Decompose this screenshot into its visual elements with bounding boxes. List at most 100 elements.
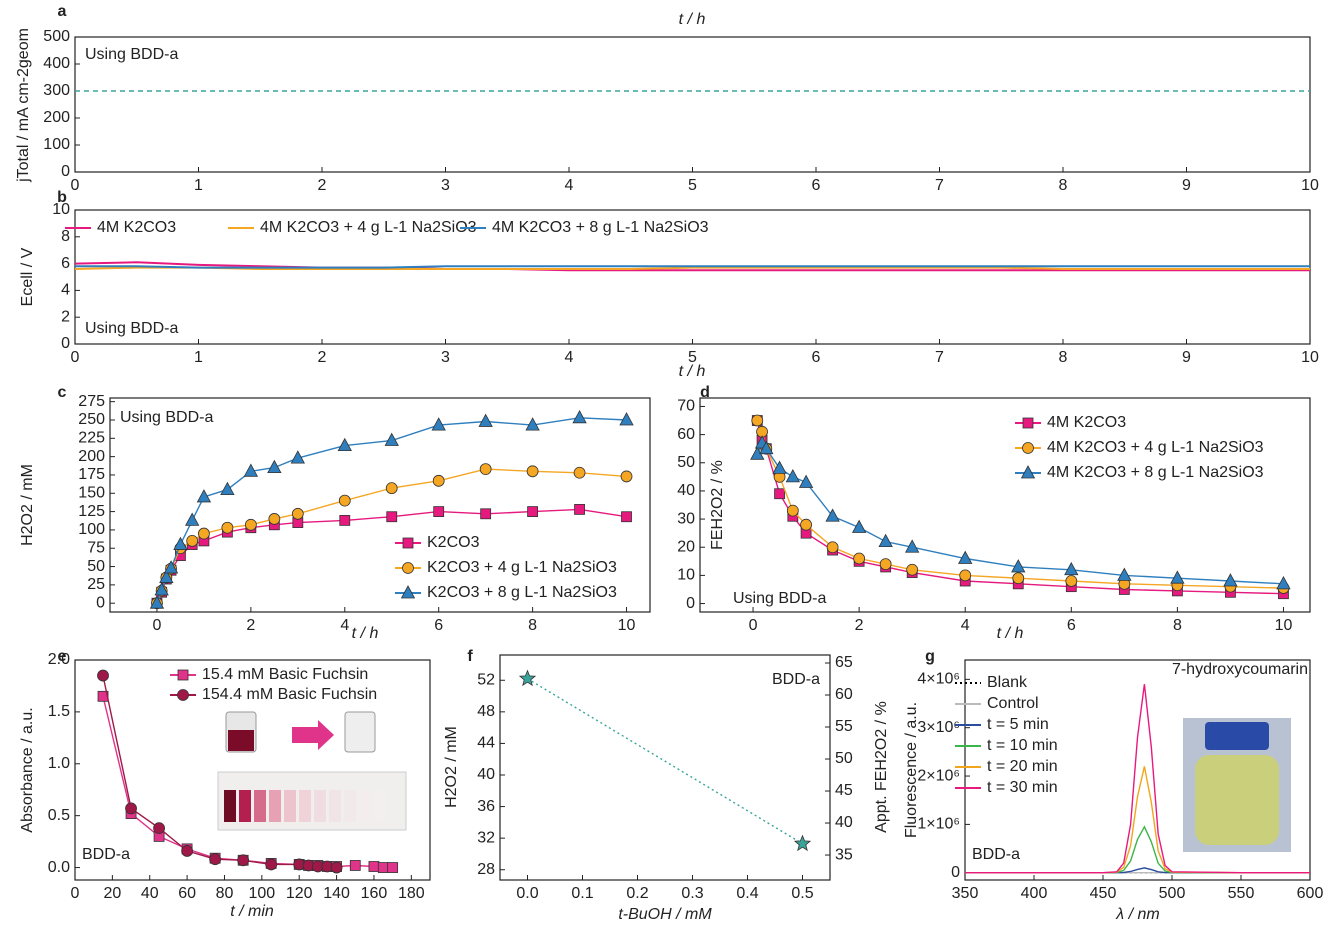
marker [1276, 576, 1291, 590]
y-axis-label: Ecell / V [19, 247, 36, 306]
y2-tick-label: 50 [835, 750, 853, 767]
y-tick-label: 28 [477, 861, 495, 878]
marker [825, 508, 840, 522]
y-tick-label: 4×10⁶ [917, 671, 960, 688]
marker [377, 862, 389, 873]
y-tick-label: 50 [87, 558, 105, 575]
marker [620, 470, 633, 483]
y-tick-label: 175 [78, 466, 105, 483]
panel-letter: f [467, 648, 473, 665]
x-tick-label: 9 [1182, 349, 1191, 366]
x-tick-label: 80 [216, 885, 234, 902]
y-tick-label: 0 [61, 335, 70, 352]
marker [387, 862, 399, 873]
marker [386, 511, 398, 523]
panel-letter: d [700, 384, 710, 401]
legend-marker [177, 669, 189, 681]
y-tick-label: 40 [477, 766, 495, 783]
marker [518, 669, 537, 687]
legend-label: 4M K2CO3 [1047, 414, 1126, 431]
x-tick-label: 10 [1301, 177, 1319, 194]
marker [478, 413, 493, 427]
y-tick-label: 400 [43, 55, 70, 72]
y-tick-label: 8 [61, 228, 70, 245]
marker [125, 802, 137, 815]
x-tick-label: 6 [434, 617, 443, 634]
vial [314, 790, 326, 822]
x-tick-label: 0.5 [791, 885, 813, 902]
marker [526, 465, 539, 478]
x-tick-label: 0 [71, 349, 80, 366]
marker [97, 669, 109, 682]
y-tick-label: 200 [43, 109, 70, 126]
legend-label: 4M K2CO3 + 4 g L-1 Na2SiO3 [1047, 439, 1264, 456]
x-tick-label: 2 [318, 177, 327, 194]
marker [759, 440, 774, 455]
y2-tick-label: 55 [835, 718, 853, 735]
annotation: BDD-a [772, 671, 820, 688]
marker [826, 541, 839, 554]
x-tick-label: 100 [248, 885, 275, 902]
annotation: Using BDD-a [85, 320, 178, 337]
annotation: BDD-a [972, 846, 1020, 863]
legend-label: t = 5 min [987, 716, 1049, 733]
marker [853, 552, 866, 565]
y-tick-label: 200 [78, 448, 105, 465]
marker [751, 414, 764, 427]
y-axis-label: Absorbance / a.u. [19, 707, 36, 832]
x-tick-label: 0 [71, 177, 80, 194]
x-axis-label: t / min [230, 903, 274, 920]
bottle-liquid [1195, 755, 1279, 845]
marker [153, 822, 165, 835]
y-tick-label: 250 [78, 411, 105, 428]
plot-frame [964, 659, 1311, 881]
y-tick-label: 100 [43, 136, 70, 153]
y2-tick-label: 35 [835, 846, 853, 863]
vial [374, 790, 386, 822]
legend-marker [1020, 465, 1036, 479]
annotation: Using BDD-a [85, 46, 178, 63]
legend-label: K2CO3 [427, 534, 480, 551]
x-tick-label: 10 [1275, 617, 1293, 634]
marker [181, 845, 194, 857]
y-tick-label: 75 [87, 539, 105, 556]
marker [480, 508, 492, 520]
y-tick-label: 275 [78, 393, 105, 410]
marker [368, 861, 380, 872]
x-tick-label: 500 [1159, 885, 1186, 902]
marker [621, 511, 632, 523]
y-tick-label: 40 [677, 482, 695, 499]
y-axis-label: H2O2 / mM [19, 464, 36, 546]
y-tick-label: 6 [61, 255, 70, 272]
x-tick-label: 550 [1228, 885, 1255, 902]
y-tick-label: 0 [951, 864, 960, 881]
y-tick-label: 4 [61, 282, 70, 299]
vial [284, 790, 296, 822]
y2-axis-label: Appt. FEH2O2 / % [873, 701, 890, 833]
series-line [74, 266, 1310, 270]
plot-frame [74, 659, 431, 881]
x-tick-label: 10 [618, 617, 636, 634]
marker [265, 858, 278, 871]
x-tick-label: 400 [1021, 885, 1048, 902]
plot-frame [499, 654, 831, 881]
y-tick-label: 1.0 [48, 755, 70, 772]
x-tick-label: 5 [688, 349, 697, 366]
x-tick-label: 140 [323, 885, 350, 902]
y-tick-label: 0 [686, 595, 695, 612]
marker [525, 417, 540, 431]
x-tick-label: 1 [194, 177, 203, 194]
legend-label: 4M K2CO3 + 4 g L-1 Na2SiO3 [260, 219, 477, 236]
y-tick-label: 2×10⁶ [917, 767, 960, 784]
y-axis-label: Fluorescence / a.u. [903, 702, 920, 838]
plot-frame [74, 36, 1311, 173]
marker [1011, 559, 1026, 573]
marker [878, 533, 893, 548]
x-tick-label: 6 [812, 177, 821, 194]
marker [785, 469, 800, 483]
marker [209, 853, 222, 866]
series-line [527, 678, 803, 845]
legend-label: K2CO3 + 8 g L-1 Na2SiO3 [427, 584, 617, 601]
y-tick-label: 30 [677, 510, 695, 527]
